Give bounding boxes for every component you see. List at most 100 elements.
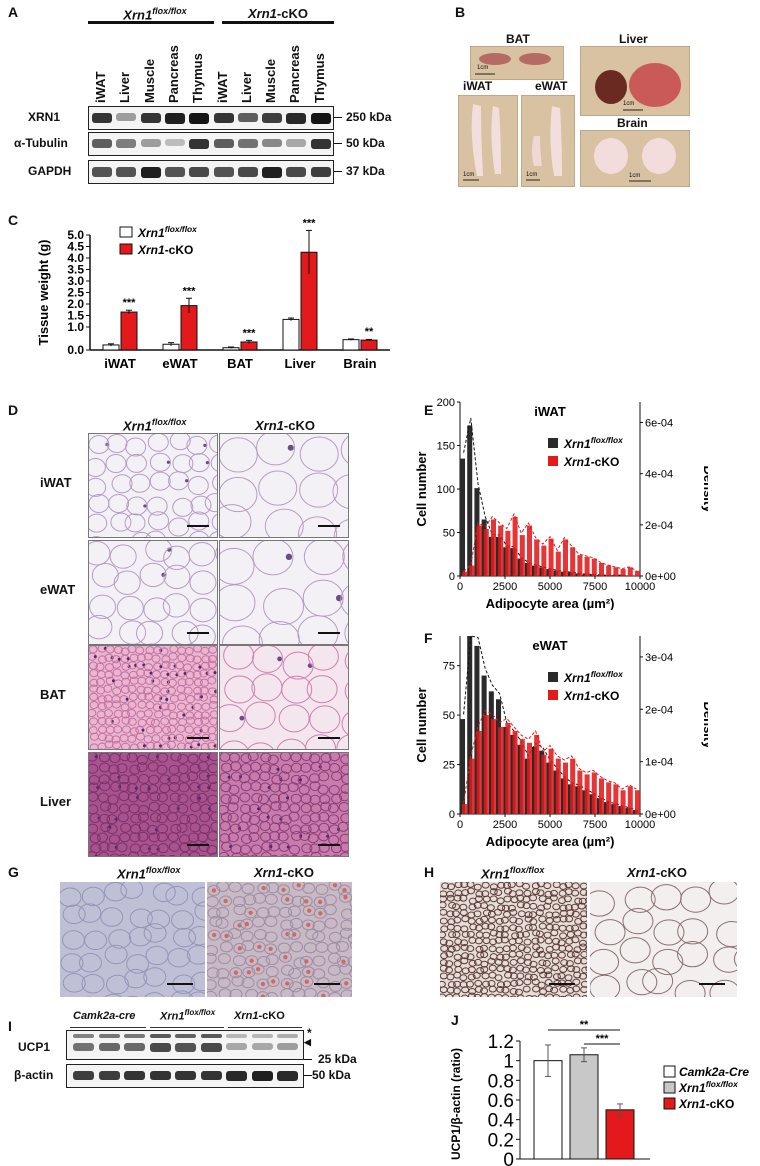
- histogram-bar: [460, 458, 466, 576]
- cell-outline: [207, 831, 217, 842]
- cell-outline: [333, 519, 348, 537]
- cell-outline: [146, 496, 168, 516]
- y-tick-label: 0.2: [488, 1130, 514, 1151]
- cell-outline: [557, 972, 566, 980]
- cell-outline: [104, 993, 122, 997]
- cell-outline: [160, 717, 170, 726]
- cell-outline: [504, 971, 513, 979]
- lane-label: Thymus: [190, 53, 206, 103]
- group-bar-flox: [88, 21, 214, 24]
- cell-outline: [171, 990, 193, 997]
- cell-outline: [489, 938, 498, 946]
- cell-outline: [289, 844, 301, 855]
- cell-outline: [515, 889, 524, 897]
- cell-outline: [271, 854, 278, 856]
- cell-outline: [522, 882, 531, 890]
- lipid-droplet: [306, 922, 311, 928]
- x-tick-label: 10000: [625, 581, 656, 593]
- cell-outline: [532, 951, 541, 959]
- cell-outline: [223, 646, 255, 670]
- cell-outline: [112, 660, 122, 669]
- cell-outline: [163, 564, 191, 590]
- lane-label: Muscle: [141, 58, 157, 103]
- cell-outline: [489, 883, 498, 891]
- cell-outline: [260, 753, 272, 763]
- cell-outline: [310, 851, 322, 856]
- cell-outline: [193, 686, 203, 695]
- y-tick-label: 2.5: [67, 286, 84, 300]
- tissue-background: [220, 541, 348, 644]
- cell-outline: [544, 978, 553, 986]
- cell-outline: [537, 981, 546, 989]
- histogram-bar: [467, 636, 473, 814]
- x-tick-label: Liver: [284, 356, 315, 371]
- cell-outline: [307, 833, 319, 844]
- cell-outline: [551, 957, 560, 965]
- bar: [533, 1060, 563, 1160]
- cell-outline: [552, 943, 561, 951]
- cell-outline: [509, 972, 518, 980]
- cell-outline: [250, 844, 262, 855]
- panel-e-label: E: [424, 402, 434, 418]
- cell-outline: [445, 966, 454, 974]
- scale-bar: [314, 983, 340, 985]
- histogram-bar: [627, 567, 633, 576]
- column-label-flox: Xrn1flox/flox: [123, 417, 186, 433]
- cell-outline: [204, 493, 217, 513]
- blot-band: [226, 1071, 247, 1081]
- cell-outline: [168, 711, 178, 720]
- cell-outline: [516, 994, 525, 997]
- cell-outline: [215, 547, 217, 560]
- cell-outline: [524, 924, 533, 932]
- y-tick-label: 5.0: [67, 228, 84, 242]
- cell-outline: [342, 543, 348, 570]
- histogram-bar: [498, 525, 504, 576]
- cell-outline: [237, 821, 249, 832]
- cell-outline: [183, 686, 193, 695]
- cell-outline: [110, 716, 120, 726]
- cell-outline: [733, 951, 737, 967]
- cell-outline: [278, 821, 290, 832]
- histogram-bar: [541, 754, 547, 814]
- scale-bar: [318, 844, 340, 846]
- cell-outline: [129, 653, 139, 662]
- histogram-bar: [584, 556, 590, 576]
- cell-outline: [447, 883, 456, 891]
- cell-outline: [510, 980, 519, 987]
- histogram-bar: [526, 525, 532, 576]
- legend-swatch: [548, 438, 558, 448]
- cell-outline: [516, 894, 525, 902]
- lipid-droplet: [246, 970, 252, 975]
- cell-outline: [525, 995, 533, 997]
- y2-axis-label: Density: [701, 702, 708, 750]
- cell-outline: [288, 967, 302, 980]
- y-tick-label: 0: [449, 571, 455, 583]
- cell-outline: [89, 833, 101, 844]
- cell-outline: [523, 938, 532, 946]
- histology-image-flox: [88, 433, 218, 538]
- x-tick-label: 5000: [538, 581, 562, 593]
- cell-outline: [523, 959, 532, 967]
- tissue-texture: [220, 753, 348, 856]
- cell-outline: [580, 915, 587, 923]
- cell-outline: [496, 953, 505, 961]
- cell-outline: [120, 882, 144, 899]
- histogram-bar: [620, 569, 626, 576]
- kda-label: 50 kDa: [346, 136, 385, 150]
- cell-outline: [200, 711, 210, 720]
- cell-outline: [460, 943, 469, 951]
- cell-outline: [174, 733, 184, 742]
- cell-outline: [220, 930, 234, 942]
- lipid-droplet: [321, 993, 326, 997]
- genotype-sup: flox/flox: [509, 865, 545, 875]
- cell-outline: [169, 434, 191, 451]
- cell-outline: [509, 958, 518, 966]
- histogram-bar: [512, 516, 518, 576]
- lipid-droplet: [318, 911, 323, 916]
- y-axis-label: Cell number: [414, 687, 429, 762]
- cell-outline: [207, 944, 218, 957]
- cell-outline: [209, 695, 217, 704]
- cell-outline: [168, 854, 176, 856]
- cell-outline: [104, 882, 128, 902]
- cell-outline: [218, 988, 232, 997]
